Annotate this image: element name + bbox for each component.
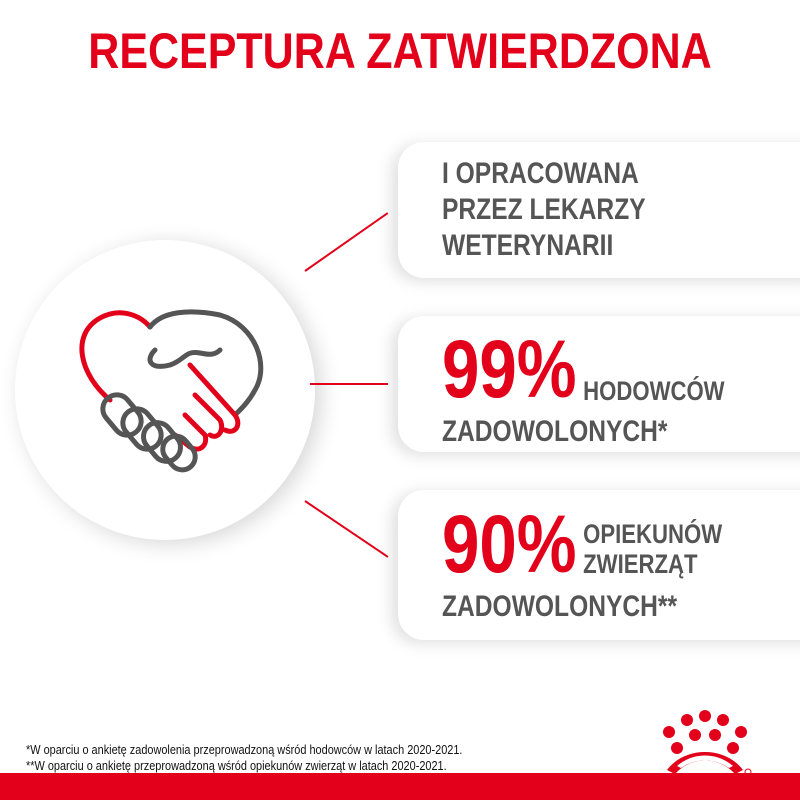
page-title: RECEPTURA ZATWIERDZONA <box>88 23 712 79</box>
card-vets-text: I OPRACOWANA PRZEZ LEKARZY WETERYNARII <box>442 156 646 264</box>
stat-label: ZADOWOLONYCH** <box>442 590 678 623</box>
stat-label: OPIEKUNÓW <box>583 519 723 549</box>
card-breeders <box>398 316 800 452</box>
card-vets <box>398 142 800 278</box>
stat-label-group: OPIEKUNÓW ZWIERZĄT <box>583 519 722 579</box>
text-line: WETERYNARII <box>442 229 614 262</box>
text-line: PRZEZ LEKARZY <box>442 193 646 226</box>
footnote: *W oparciu o ankietę zadowolenia przepro… <box>26 742 463 757</box>
connector-line <box>304 212 389 272</box>
stat-label: ZADOWOLONYCH* <box>442 415 668 448</box>
footnotes: *W oparciu o ankietę zadowolenia przepro… <box>26 742 462 774</box>
bottom-brand-bar <box>0 773 800 800</box>
stat-percent: 99% <box>442 324 577 415</box>
card-owners-text: 90% OPIEKUNÓW ZWIERZĄT ZADOWOLONYCH** <box>442 499 722 625</box>
royal-canin-crown-logo <box>663 710 752 776</box>
stat-label: ZWIERZĄT <box>583 549 698 579</box>
card-breeders-text: 99% HODOWCÓW ZADOWOLONYCH* <box>442 324 725 450</box>
card-owners <box>398 490 800 640</box>
stat-percent: 90% <box>442 499 577 590</box>
handshake-heart-icon <box>79 309 264 473</box>
icon-circle <box>15 240 315 540</box>
text-line: I OPRACOWANA <box>442 157 639 190</box>
footnote: **W oparciu o ankietę przeprowadzoną wśr… <box>26 758 447 773</box>
connector-line <box>304 500 389 558</box>
connector-line <box>310 383 388 385</box>
stat-label: HODOWCÓW <box>583 376 725 406</box>
